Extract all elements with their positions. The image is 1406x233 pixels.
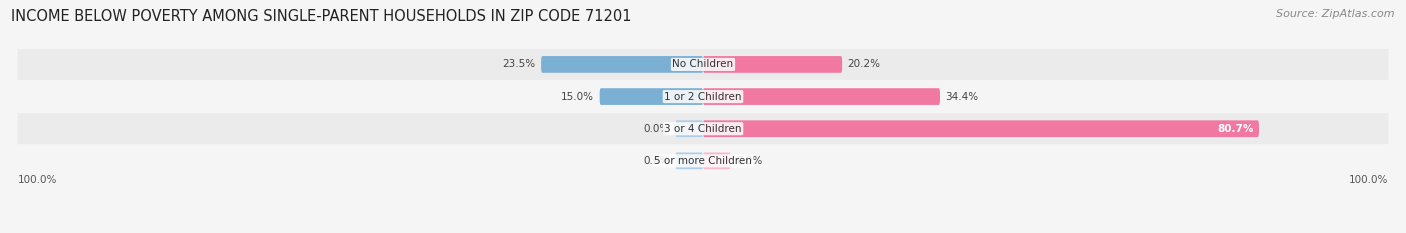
Text: INCOME BELOW POVERTY AMONG SINGLE-PARENT HOUSEHOLDS IN ZIP CODE 71201: INCOME BELOW POVERTY AMONG SINGLE-PARENT… [11, 9, 631, 24]
Text: 34.4%: 34.4% [945, 92, 979, 102]
Text: 0.0%: 0.0% [644, 124, 669, 134]
FancyBboxPatch shape [675, 152, 703, 169]
Legend: Single Father, Single Mother: Single Father, Single Mother [605, 230, 801, 233]
FancyBboxPatch shape [599, 88, 703, 105]
FancyBboxPatch shape [675, 120, 703, 137]
FancyBboxPatch shape [703, 56, 842, 73]
Text: 15.0%: 15.0% [561, 92, 595, 102]
Text: 80.7%: 80.7% [1218, 124, 1254, 134]
Text: 1 or 2 Children: 1 or 2 Children [664, 92, 742, 102]
Text: 0.0%: 0.0% [644, 156, 669, 166]
FancyBboxPatch shape [703, 152, 731, 169]
FancyBboxPatch shape [703, 88, 941, 105]
FancyBboxPatch shape [17, 81, 1389, 112]
Text: 23.5%: 23.5% [502, 59, 536, 69]
Text: Source: ZipAtlas.com: Source: ZipAtlas.com [1277, 9, 1395, 19]
FancyBboxPatch shape [17, 113, 1389, 144]
FancyBboxPatch shape [703, 120, 1258, 137]
FancyBboxPatch shape [17, 145, 1389, 176]
FancyBboxPatch shape [541, 56, 703, 73]
Text: No Children: No Children [672, 59, 734, 69]
Text: 3 or 4 Children: 3 or 4 Children [664, 124, 742, 134]
Text: 100.0%: 100.0% [1350, 175, 1389, 185]
Text: 100.0%: 100.0% [17, 175, 56, 185]
Text: 5 or more Children: 5 or more Children [654, 156, 752, 166]
Text: 20.2%: 20.2% [848, 59, 880, 69]
FancyBboxPatch shape [17, 49, 1389, 80]
Text: 0.0%: 0.0% [737, 156, 762, 166]
